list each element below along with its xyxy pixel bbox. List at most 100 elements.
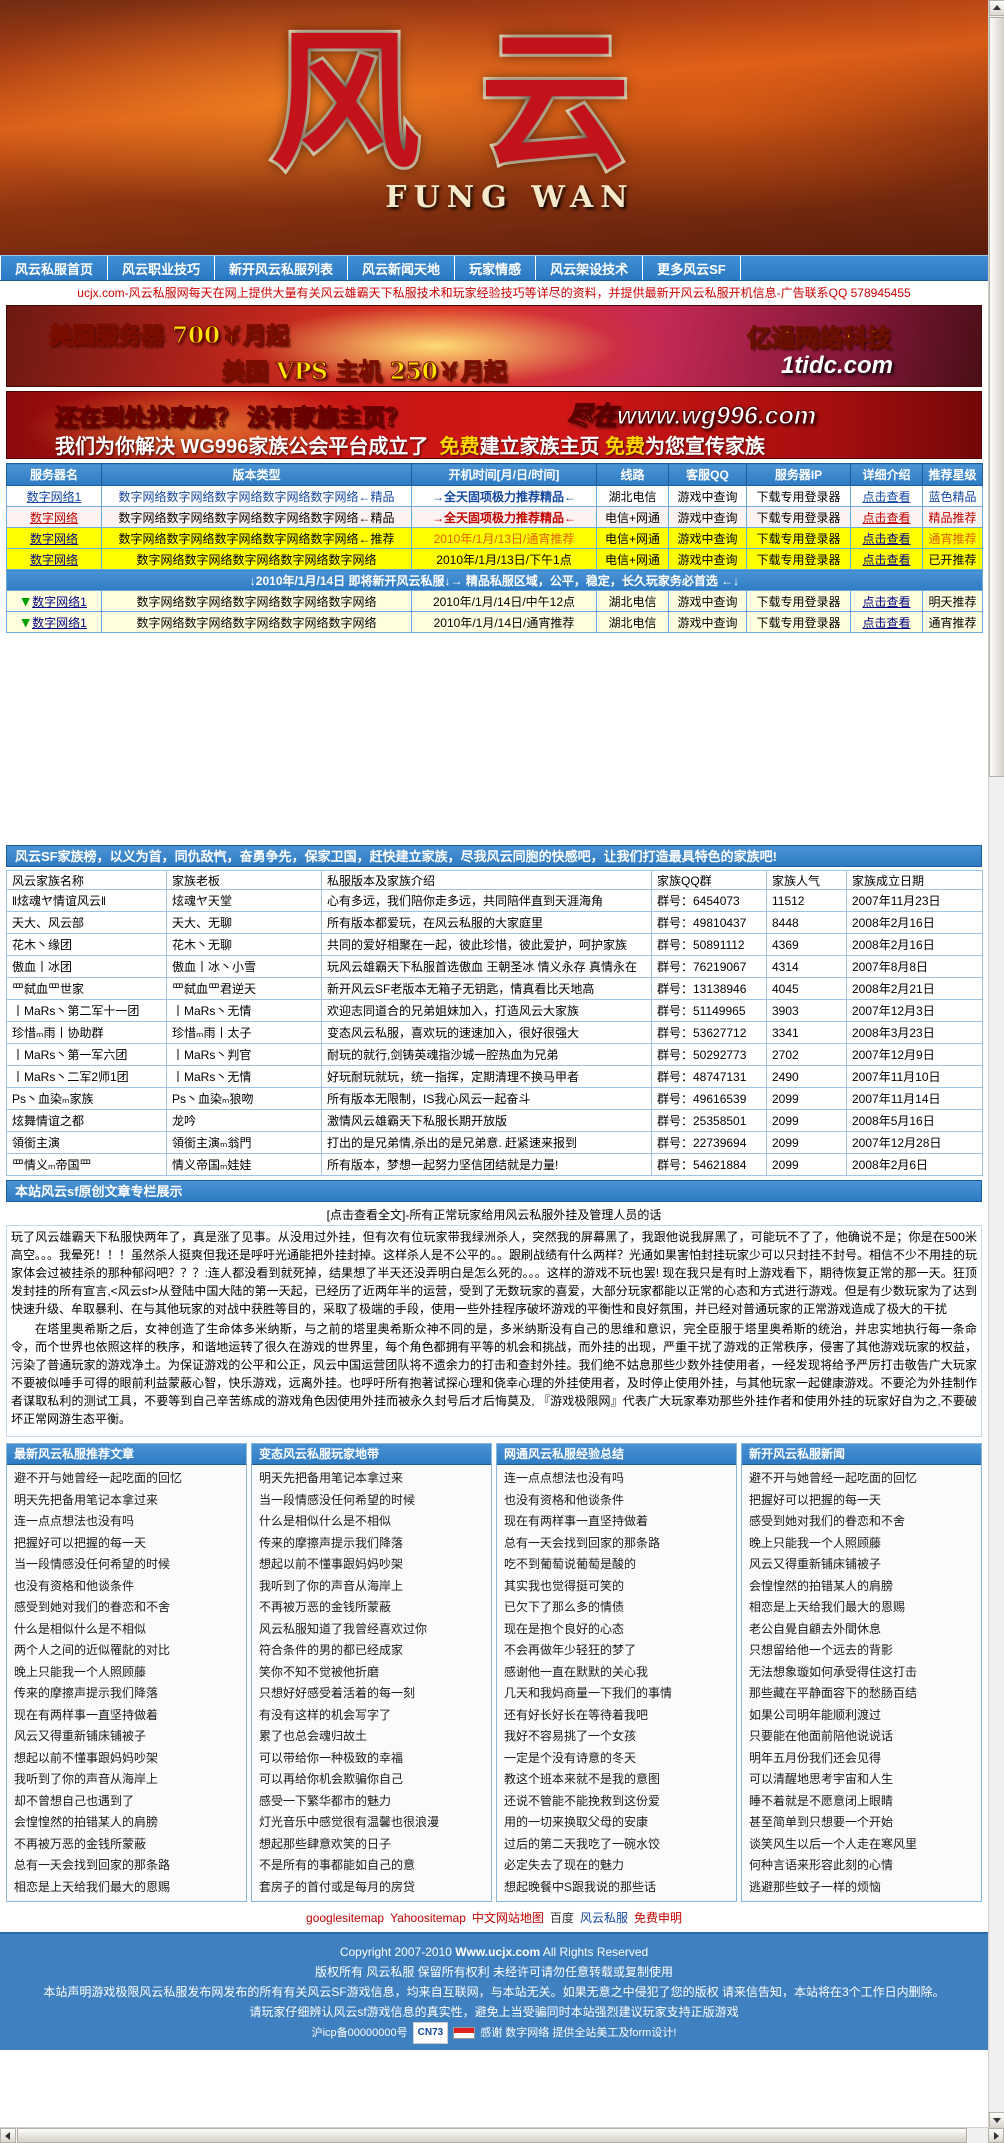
list-item[interactable]: 吃不到葡萄说葡萄是酸的 (504, 1557, 637, 1571)
server-name-cell[interactable]: 数字网络 (6, 548, 102, 570)
list-item[interactable]: 连一点点想法也没有吗 (504, 1471, 625, 1485)
detail-link[interactable]: 点击查看 (862, 594, 911, 609)
list-item[interactable]: 传来的摩擦声提示我们降落 (14, 1686, 159, 1700)
list-item[interactable]: 几天和我妈商量一下我们的事情 (504, 1686, 673, 1700)
list-item[interactable]: 会惶惶然的拍错某人的肩膀 (14, 1815, 159, 1829)
vertical-scrollbar-thumb[interactable] (989, 17, 1004, 777)
server-name-link[interactable]: 数字网络 (29, 510, 78, 525)
list-item[interactable]: 只想留给他一个远去的背影 (749, 1643, 894, 1657)
table-row[interactable]: ‖炫魂ヤ情谊风云‖ 炫魂ヤ天堂 心有多远，我们陪你走多远，共同陪伴直到天涯海角 群号：… (6, 889, 983, 912)
table-row[interactable]: 花木丶缘团 花木丶无聊 共同的爱好相聚在一起，彼此珍惜，彼此爱护，呵护家族 群号：50… (6, 933, 983, 956)
scroll-left-button[interactable] (0, 2128, 16, 2143)
list-item[interactable]: 避不开与她曾经一起吃面的回忆 (749, 1471, 918, 1485)
sitemap-link[interactable]: 中文网站地图 (471, 1911, 544, 1925)
list-item[interactable]: 有没有这样的机会写字了 (259, 1707, 392, 1722)
list-item[interactable]: 笑你不知不觉被他折磨 (259, 1664, 380, 1679)
list-item[interactable]: 可以再给你机会欺骗你自己 (259, 1772, 404, 1786)
list-item[interactable]: 会惶惶然的拍错某人的肩膀 (749, 1578, 894, 1593)
scroll-up-button[interactable] (989, 0, 1004, 16)
list-item[interactable]: 想起那些肆意欢笑的日子 (259, 1836, 392, 1851)
list-item[interactable]: 其实我也觉得挺可笑的 (504, 1578, 625, 1593)
nav-item-home[interactable]: 风云私服首页 (0, 256, 109, 280)
detail-link[interactable]: 点击查看 (862, 531, 911, 546)
list-item[interactable]: 避不开与她曾经一起吃面的回忆 (14, 1471, 183, 1485)
list-item[interactable]: 一定是个没有诗意的冬天 (504, 1750, 637, 1765)
list-item[interactable]: 教这个班本来就不是我的意图 (504, 1772, 661, 1786)
ad-banner-1tidc[interactable]: 美国服务器 700￥月起 美国 VPS 主机 250￥月起 亿通网络科技 1ti… (6, 305, 982, 387)
sitemap-link[interactable]: 百度 (549, 1911, 574, 1925)
table-row[interactable]: 数字网络 数字网络数字网络数字网络数字网络数字网络 2010年/1月/13日/下… (6, 548, 983, 570)
detail-link[interactable]: 点击查看 (862, 552, 911, 567)
list-item[interactable]: 把握好可以把握的每一天 (14, 1535, 147, 1550)
table-row[interactable]: 天大、风云部 天大、无聊 所有版本都爱玩，在风云私服的大家庭里 群号：49810437… (6, 911, 983, 934)
table-row[interactable]: 数字网络 数字网络数字网络数字网络数字网络数字网络←精品 →全天固项极力推荐精品… (6, 506, 983, 528)
ad-banner-wg996[interactable]: 还在到处找家族？ 没有家族主页？ 尽在www.wg996.com 我们为你解决 … (6, 391, 982, 459)
list-item[interactable]: 想起晚餐中S跟我说的那些话 (504, 1879, 657, 1894)
list-item[interactable]: 却不曾想自己也遇到了 (14, 1793, 135, 1808)
list-item[interactable]: 明年五月份我们还会见得 (749, 1750, 882, 1765)
list-item[interactable]: 什么是相似什么是不相似 (259, 1514, 392, 1528)
list-item[interactable]: 可以带给你一种极致的幸福 (259, 1750, 404, 1765)
list-item[interactable]: 感受一下繁华都市的魅力 (259, 1793, 392, 1808)
list-item[interactable]: 我好不容易挑了一个女孩 (504, 1729, 637, 1743)
list-item[interactable]: 相恋是上天给我们最大的恩赐 (749, 1600, 906, 1614)
list-item[interactable]: 灯光音乐中感觉很有温馨也很浪漫 (259, 1815, 440, 1829)
list-item[interactable]: 晚上只能我一个人照顾藤 (749, 1535, 882, 1550)
server-name-link[interactable]: 数字网络1 (32, 615, 87, 630)
list-item[interactable]: 传来的摩擦声提示我们降落 (259, 1535, 404, 1550)
table-row[interactable]: 数字网络1 数字网络数字网络数字网络数字网络数字网络 2010年/1月/14日/… (6, 590, 983, 612)
list-item[interactable]: 明天先把备用笔记本拿过来 (14, 1492, 159, 1507)
server-name-link[interactable]: 数字网络1 (32, 594, 87, 609)
nav-item-skills[interactable]: 风云职业技巧 (108, 256, 216, 280)
sitemap-link[interactable]: googlesitemap (306, 1911, 385, 1925)
list-item[interactable]: 可以清醒地思考宇宙和人生 (749, 1772, 894, 1786)
detail-link[interactable]: 点击查看 (862, 510, 911, 525)
list-item[interactable]: 明天先把备用笔记本拿过来 (259, 1471, 404, 1485)
list-item[interactable]: 总有一天会找到回家的那条路 (504, 1535, 661, 1550)
table-row[interactable]: 数字网络 数字网络数字网络数字网络数字网络数字网络←推荐 2010年/1月/13… (6, 527, 983, 549)
list-item[interactable]: 感谢他一直在默默的关心我 (504, 1664, 649, 1679)
list-item[interactable]: 已欠下了那么多的情债 (504, 1600, 625, 1614)
list-item[interactable]: 现在有两样事一直坚持做着 (504, 1514, 649, 1528)
table-row[interactable]: 罒情义ₘ帝国罒 情义帝国ₘ娃娃 所有版本，梦想一起努力坚信团结就是力量! 群号：546… (6, 1153, 983, 1176)
list-item[interactable]: 只要能在他面前陪他说说话 (749, 1729, 894, 1743)
table-row[interactable]: 丨MaRs丶第一军六团 丨MaRs丶判官 耐玩的就行,剑铸英魂指沙城一腔热血为兄弟群… (6, 1043, 983, 1066)
list-item[interactable]: 不再被万恶的金钱所蒙蔽 (259, 1600, 392, 1614)
server-name-link[interactable]: 数字网络1 (26, 489, 82, 504)
list-item[interactable]: 不会再做年少轻狂的梦了 (504, 1643, 637, 1657)
list-item[interactable]: 什么是相似什么是不相似 (14, 1621, 147, 1636)
table-row[interactable]: 珍惜ₘ雨丨协助群 珍惜ₘ雨丨太子 变态风云私服，喜欢玩的速速加入，很好很强大 群号：5… (6, 1021, 983, 1044)
list-item[interactable]: 甚至简单到只想要一个开始 (749, 1815, 894, 1829)
list-item[interactable]: 风云私服知道了我曾经喜欢过你 (259, 1621, 428, 1636)
list-item[interactable]: 如果公司明年能顺利渡过 (749, 1707, 882, 1722)
list-item[interactable]: 逃避那些蚊子一样的烦恼 (749, 1879, 882, 1894)
list-item[interactable]: 把握好可以把握的每一天 (749, 1492, 882, 1507)
list-item[interactable]: 符合条件的男的都已经成家 (259, 1643, 404, 1657)
detail-cell[interactable]: 点击查看 (850, 548, 923, 570)
server-name-cell[interactable]: 数字网络1 (6, 485, 102, 507)
list-item[interactable]: 睡不着就是不愿意闭上眼睛 (749, 1793, 894, 1808)
list-item[interactable]: 风云又得重新铺床铺被子 (749, 1557, 882, 1571)
server-name-cell[interactable]: 数字网络1 (6, 611, 102, 633)
list-item[interactable]: 谈笑风生以后一个人走在寒风里 (749, 1836, 918, 1851)
nav-item-serverlist[interactable]: 新开风云私服列表 (215, 256, 349, 280)
list-item[interactable]: 现在是抱个良好的心态 (504, 1621, 625, 1636)
article-headline[interactable]: [点击查看全文]-所有正常玩家给用风云私服外挂及管理人员的话 (326, 1208, 662, 1222)
nav-item-emotion[interactable]: 玩家情感 (455, 256, 537, 280)
list-item[interactable]: 连一点点想法也没有吗 (14, 1514, 135, 1528)
list-item[interactable]: 现在有两样事一直坚持做着 (14, 1707, 159, 1722)
table-row[interactable]: 丨MaRs丶二军2师1团 丨MaRs丶无情 好玩耐玩就玩，统一指挥，定期清理不换马甲… (6, 1065, 983, 1088)
nav-item-tech[interactable]: 风云架设技术 (536, 256, 644, 280)
server-name-link[interactable]: 数字网络 (29, 531, 78, 546)
list-item[interactable]: 也没有资格和他谈条件 (504, 1492, 625, 1507)
detail-cell[interactable]: 点击查看 (850, 506, 923, 528)
list-item[interactable]: 那些藏在平静面容下的愁肠百结 (749, 1686, 918, 1700)
list-item[interactable]: 总有一天会找到回家的那条路 (14, 1858, 171, 1872)
detail-cell[interactable]: 点击查看 (850, 485, 923, 507)
list-item[interactable]: 当一段情感没任何希望的时候 (14, 1557, 171, 1571)
list-item[interactable]: 用的一切来换取父母的安康 (504, 1815, 649, 1829)
table-row[interactable]: 領銜主演 領銜主演ₘ翁門 打出的是兄弟情,杀出的是兄弟意. 赶紧速来报到 群号：227… (6, 1131, 983, 1154)
list-item[interactable]: 想起以前不懂事跟妈妈吵架 (14, 1750, 159, 1765)
detail-cell[interactable]: 点击查看 (850, 611, 923, 633)
detail-cell[interactable]: 点击查看 (850, 590, 923, 612)
